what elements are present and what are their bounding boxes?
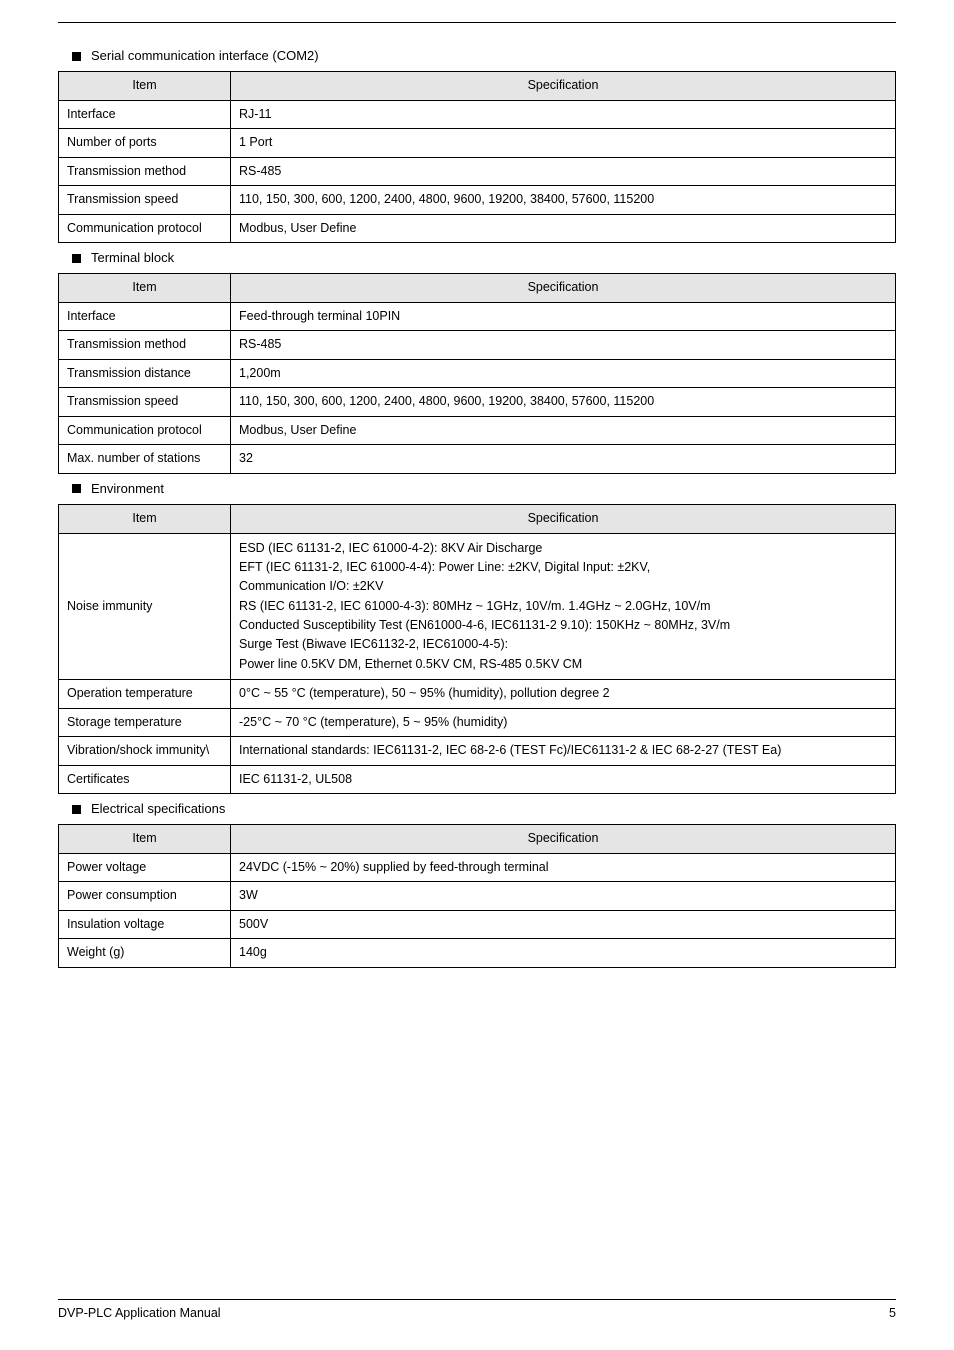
- table-row: Transmission speed110, 150, 300, 600, 12…: [59, 186, 896, 215]
- item-cell: Transmission method: [59, 331, 231, 360]
- table-row: Transmission methodRS-485: [59, 331, 896, 360]
- table-row: Communication protocolModbus, User Defin…: [59, 416, 896, 445]
- item-cell: Interface: [59, 100, 231, 129]
- column-header: Item: [59, 274, 231, 303]
- spec-table: ItemSpecificationInterfaceFeed-through t…: [58, 273, 896, 474]
- column-header: Specification: [231, 274, 896, 303]
- item-cell: Max. number of stations: [59, 445, 231, 474]
- item-cell: Communication protocol: [59, 416, 231, 445]
- item-cell: Insulation voltage: [59, 910, 231, 939]
- item-cell: Operation temperature: [59, 680, 231, 709]
- table-row: Operation temperature0°C ~ 55 °C (temper…: [59, 680, 896, 709]
- item-cell: Transmission speed: [59, 388, 231, 417]
- square-bullet-icon: [72, 805, 81, 814]
- table-row: Transmission speed110, 150, 300, 600, 12…: [59, 388, 896, 417]
- spec-cell: International standards: IEC61131-2, IEC…: [231, 737, 896, 766]
- spec-cell: RS-485: [231, 331, 896, 360]
- spec-table: ItemSpecificationPower voltage24VDC (-15…: [58, 824, 896, 968]
- column-header: Specification: [231, 505, 896, 534]
- spec-cell: 32: [231, 445, 896, 474]
- section-title: Serial communication interface (COM2): [91, 47, 319, 65]
- column-header: Item: [59, 825, 231, 854]
- spec-cell: 140g: [231, 939, 896, 968]
- item-cell: Power consumption: [59, 882, 231, 911]
- column-header: Specification: [231, 72, 896, 101]
- table-row: Transmission methodRS-485: [59, 157, 896, 186]
- column-header: Item: [59, 505, 231, 534]
- spec-cell: 110, 150, 300, 600, 1200, 2400, 4800, 96…: [231, 388, 896, 417]
- table-row: Number of ports1 Port: [59, 129, 896, 158]
- table-row: Noise immunityESD (IEC 61131-2, IEC 6100…: [59, 533, 896, 680]
- spec-cell: 24VDC (-15% ~ 20%) supplied by feed-thro…: [231, 853, 896, 882]
- table-row: Insulation voltage500V: [59, 910, 896, 939]
- table-row: Power consumption3W: [59, 882, 896, 911]
- spec-cell: ESD (IEC 61131-2, IEC 61000-4-2): 8KV Ai…: [231, 533, 896, 680]
- footer-page-number: 5: [889, 1305, 896, 1323]
- table-row: Max. number of stations32: [59, 445, 896, 474]
- section-heading: Terminal block: [72, 249, 896, 267]
- item-cell: Weight (g): [59, 939, 231, 968]
- spec-cell: 0°C ~ 55 °C (temperature), 50 ~ 95% (hum…: [231, 680, 896, 709]
- section-heading: Electrical specifications: [72, 800, 896, 818]
- table-row: CertificatesIEC 61131-2, UL508: [59, 765, 896, 794]
- square-bullet-icon: [72, 254, 81, 263]
- item-cell: Transmission speed: [59, 186, 231, 215]
- spec-cell: IEC 61131-2, UL508: [231, 765, 896, 794]
- section-heading: Serial communication interface (COM2): [72, 47, 896, 65]
- table-row: InterfaceRJ-11: [59, 100, 896, 129]
- item-cell: Communication protocol: [59, 214, 231, 243]
- spec-cell: Modbus, User Define: [231, 214, 896, 243]
- column-header: Specification: [231, 825, 896, 854]
- square-bullet-icon: [72, 484, 81, 493]
- spec-cell: 3W: [231, 882, 896, 911]
- table-row: Vibration/shock immunity\International s…: [59, 737, 896, 766]
- spec-cell: RS-485: [231, 157, 896, 186]
- table-row: Power voltage24VDC (-15% ~ 20%) supplied…: [59, 853, 896, 882]
- column-header: Item: [59, 72, 231, 101]
- footer-manual-title: DVP-PLC Application Manual: [58, 1305, 221, 1323]
- item-cell: Storage temperature: [59, 708, 231, 737]
- spec-cell: RJ-11: [231, 100, 896, 129]
- spec-cell: -25°C ~ 70 °C (temperature), 5 ~ 95% (hu…: [231, 708, 896, 737]
- item-cell: Vibration/shock immunity\: [59, 737, 231, 766]
- spec-cell: 110, 150, 300, 600, 1200, 2400, 4800, 96…: [231, 186, 896, 215]
- table-row: Storage temperature-25°C ~ 70 °C (temper…: [59, 708, 896, 737]
- section-title: Terminal block: [91, 249, 174, 267]
- section-title: Electrical specifications: [91, 800, 225, 818]
- spec-cell: 500V: [231, 910, 896, 939]
- spec-cell: 1 Port: [231, 129, 896, 158]
- item-cell: Number of ports: [59, 129, 231, 158]
- table-row: InterfaceFeed-through terminal 10PIN: [59, 302, 896, 331]
- item-cell: Transmission method: [59, 157, 231, 186]
- item-cell: Interface: [59, 302, 231, 331]
- spec-table: ItemSpecificationNoise immunityESD (IEC …: [58, 504, 896, 794]
- item-cell: Transmission distance: [59, 359, 231, 388]
- spec-table: ItemSpecificationInterfaceRJ-11Number of…: [58, 71, 896, 243]
- spec-cell: Feed-through terminal 10PIN: [231, 302, 896, 331]
- item-cell: Certificates: [59, 765, 231, 794]
- table-row: Transmission distance1,200m: [59, 359, 896, 388]
- item-cell: Power voltage: [59, 853, 231, 882]
- table-row: Communication protocolModbus, User Defin…: [59, 214, 896, 243]
- table-row: Weight (g)140g: [59, 939, 896, 968]
- section-heading: Environment: [72, 480, 896, 498]
- spec-cell: 1,200m: [231, 359, 896, 388]
- spec-cell: Modbus, User Define: [231, 416, 896, 445]
- section-title: Environment: [91, 480, 164, 498]
- item-cell: Noise immunity: [59, 533, 231, 680]
- square-bullet-icon: [72, 52, 81, 61]
